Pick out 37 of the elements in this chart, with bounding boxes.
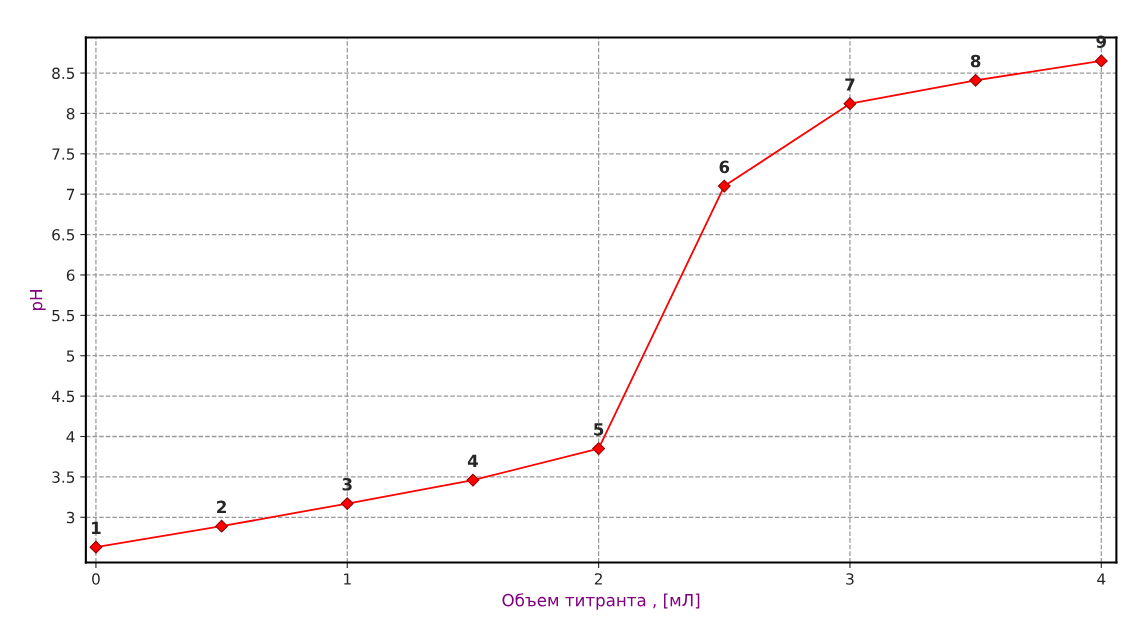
y-tick-label: 7.5 <box>52 148 75 160</box>
annotation: 1 <box>92 521 101 534</box>
point <box>89 540 103 554</box>
y-tick-label: 7 <box>66 188 75 200</box>
y-tick-label: 3 <box>66 511 75 524</box>
x-tick-label: 2 <box>594 573 602 585</box>
x-tick-label: 3 <box>846 573 854 585</box>
y-tick-label: 5.5 <box>52 310 75 322</box>
x-tick-label: 4 <box>1097 573 1106 585</box>
point <box>592 442 606 456</box>
y-tick-label: 4 <box>66 431 75 443</box>
point <box>340 497 354 510</box>
annotation: 2 <box>217 500 226 513</box>
y-tick-label: 6 <box>66 269 75 281</box>
point <box>466 473 480 487</box>
x-axis-title: Объем титранта , [мЛ] <box>502 593 700 610</box>
y-tick-label: 4.5 <box>51 390 75 403</box>
y-axis-title: pH <box>29 290 46 311</box>
point <box>843 97 857 111</box>
x-tick-label: 0 <box>92 573 100 585</box>
annotation: 3 <box>342 477 352 491</box>
y-tick-label: 6.5 <box>52 229 75 241</box>
annotation: 5 <box>594 423 604 436</box>
annotation: 8 <box>970 54 981 68</box>
annotation: 7 <box>845 78 855 91</box>
x-tick-label: 1 <box>344 573 351 585</box>
y-tick-label: 8 <box>66 107 75 120</box>
y-tick-label: 8.5 <box>52 67 75 80</box>
y-tick-label: 5 <box>66 350 75 362</box>
annotation: 6 <box>719 160 730 174</box>
point <box>717 179 731 193</box>
annotation: 4 <box>467 454 478 467</box>
y-tick-label: 3.5 <box>52 471 75 483</box>
point <box>1094 54 1108 68</box>
annotation: 9 <box>1096 35 1107 48</box>
point <box>215 519 229 533</box>
point <box>969 73 983 87</box>
